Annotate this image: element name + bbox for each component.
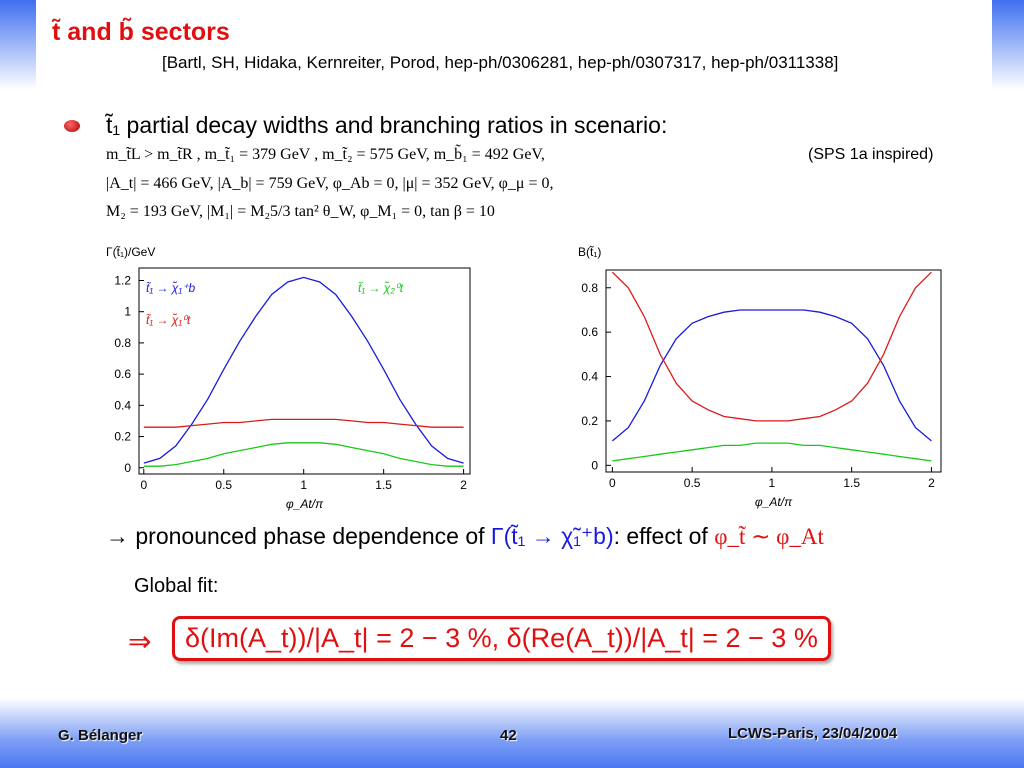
series-line — [611, 271, 932, 422]
y-tick-label: 0.2 — [581, 414, 598, 428]
x-tick-label: 0 — [140, 478, 147, 492]
x-axis-label: φ_At/π — [286, 497, 324, 511]
slide-title: t̃ and b̃ sectors — [52, 18, 230, 46]
y-tick-label: 0.2 — [114, 430, 131, 444]
parameters: |A_t| = 466 GeV, |A_b| = 759 GeV, φ_Ab =… — [106, 175, 554, 192]
conclusion-text: : effect of — [613, 523, 715, 549]
conclusion-formula: Γ(t̃₁ → χ̃₁⁺b) — [490, 523, 614, 549]
x-tick-label: 1.5 — [843, 476, 860, 490]
corner-decoration — [0, 0, 36, 90]
plot-frame — [605, 269, 942, 473]
chart-title: Γ(t̃₁)/GeV — [106, 244, 155, 259]
x-axis-label: φ_At/π — [755, 495, 793, 509]
legend-label: t̃₁ → χ̃₁⁰t — [146, 312, 191, 327]
x-tick-label: 2 — [928, 476, 935, 490]
footer-event: LCWS-Paris, 23/04/2004 — [728, 725, 898, 742]
y-tick-label: 0 — [124, 461, 131, 475]
y-tick-label: 0 — [591, 458, 598, 472]
y-tick-label: 0.6 — [581, 325, 598, 339]
y-tick-label: 0.6 — [114, 367, 131, 381]
footer-bar — [0, 698, 1024, 768]
charts: Γ(t̃₁)/GeV φ_At/π 0 0.5 1 1.5 2 0 0.2 0.4 0.6 0.8 1 1… — [106, 244, 942, 511]
corner-decoration — [992, 0, 1024, 90]
plot-frame — [138, 267, 471, 475]
scenario-note: (SPS 1a inspired) — [808, 146, 934, 163]
parameters: M₂ = 193 GeV, |M₁| = M₂5/3 tan² θ_W, φ_M… — [106, 203, 495, 220]
x-tick-label: 1 — [769, 476, 776, 490]
x-tick-label: 1.5 — [375, 478, 392, 492]
y-tick-label: 0.8 — [581, 281, 598, 295]
y-tick-label: 0.4 — [581, 370, 598, 384]
y-tick-label: 1.2 — [114, 273, 131, 287]
footer-page: 42 — [500, 727, 517, 744]
x-tick-label: 2 — [460, 478, 467, 492]
x-tick-label: 0.5 — [684, 476, 701, 490]
bullet-text: t̃₁ partial decay widths and branching r… — [106, 112, 668, 138]
y-tick-label: 0.8 — [114, 336, 131, 350]
footer-author: G. Bélanger — [58, 727, 143, 744]
conclusion: → pronounced phase dependence of Γ(t̃₁ →… — [106, 523, 824, 550]
y-tick-label: 1 — [124, 305, 131, 319]
parameters: m_t̃L > m_t̃R , m_t̃₁ = 379 GeV , m_t̃₂ … — [106, 146, 545, 163]
conclusion-formula: φ_t̃ ∼ φ_At — [714, 524, 824, 549]
bullet-icon — [64, 120, 80, 132]
global-fit-label: Global fit: — [134, 575, 219, 597]
series-line — [143, 276, 464, 464]
x-tick-label: 1 — [300, 478, 307, 492]
legend-label: t̃₁ → χ̃₂⁰t — [358, 280, 404, 295]
series-line — [612, 442, 932, 462]
legend-label: t̃₁ → χ̃₁⁺b — [146, 280, 195, 295]
series-line — [611, 309, 932, 442]
x-tick-label: 0 — [609, 476, 616, 490]
conclusion-text: → pronounced phase dependence of — [106, 523, 491, 549]
series-line — [143, 418, 464, 428]
result-box: δ(Im(A_t))/|A_t| = 2 − 3 %, δ(Re(A_t))/|… — [172, 616, 831, 661]
reference: [Bartl, SH, Hidaka, Kernreiter, Porod, h… — [162, 53, 839, 72]
chart-title: B(t̃₁) — [578, 244, 601, 259]
y-tick-label: 0.4 — [114, 398, 131, 412]
x-tick-label: 0.5 — [215, 478, 232, 492]
implies-arrow: ⇒ — [128, 626, 152, 657]
series-line — [143, 442, 464, 467]
